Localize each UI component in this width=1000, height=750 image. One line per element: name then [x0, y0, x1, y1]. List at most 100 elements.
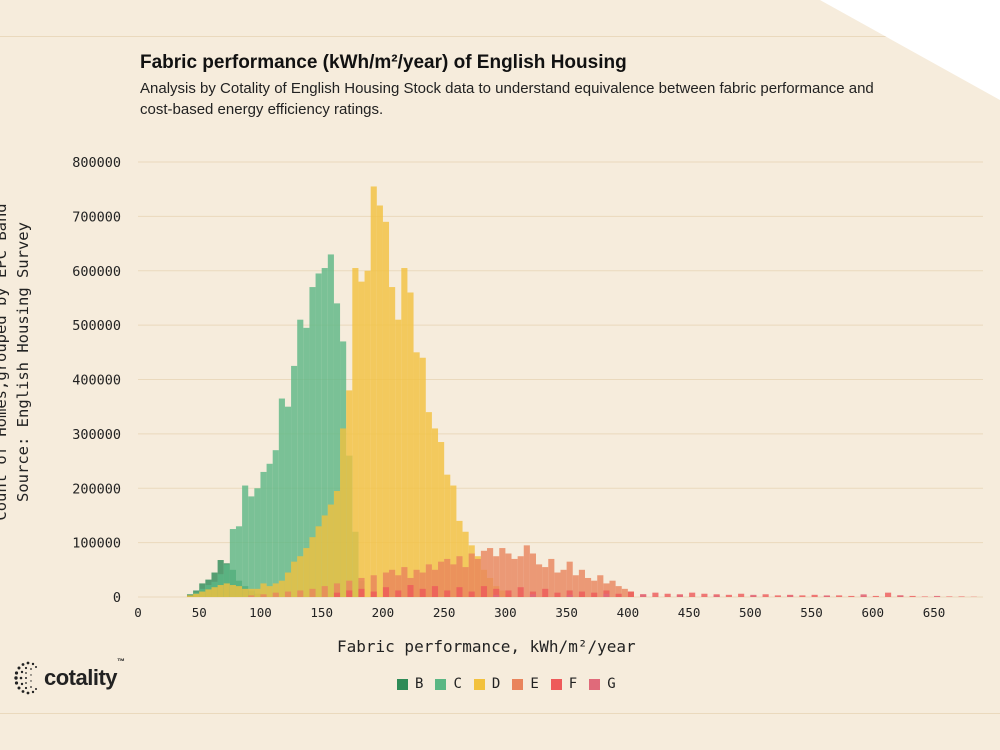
y-tick-label: 700000: [72, 209, 121, 225]
histogram-bar-e: [584, 577, 592, 597]
histogram-bar-f: [542, 588, 549, 597]
histogram-bar-d: [327, 504, 334, 597]
y-tick-label: 400000: [72, 373, 121, 389]
histogram-bar-d: [217, 585, 224, 597]
histogram-bar-d: [315, 526, 322, 597]
histogram-bar-f: [885, 592, 892, 597]
y-tick-label: 800000: [72, 155, 121, 171]
histogram-bar-g: [676, 594, 683, 597]
histogram-bar-c: [235, 526, 243, 597]
histogram-bar-d: [450, 485, 457, 597]
histogram-bar-e: [309, 588, 316, 597]
legend-label: C: [453, 676, 462, 692]
histogram-bar-f: [566, 590, 573, 597]
histogram-bar-e: [444, 558, 451, 597]
histogram-bar-e: [554, 572, 561, 597]
histogram-bar-f: [799, 595, 806, 597]
histogram-bar-d: [266, 586, 273, 597]
histogram-bar-f: [689, 592, 696, 597]
histogram-bar-d: [370, 186, 377, 597]
histogram-bar-f: [395, 590, 402, 597]
histogram-bar-e: [621, 588, 628, 597]
histogram-bar-f: [554, 592, 561, 597]
histogram-bar-e: [597, 575, 604, 597]
histogram-bar-c: [284, 406, 292, 597]
histogram-bar-f: [762, 594, 769, 597]
x-tick-label: 650: [923, 605, 946, 620]
histogram-bar-e: [499, 548, 506, 597]
histogram-bar-e: [382, 572, 390, 597]
legend-item-c: C: [435, 676, 462, 692]
histogram-bar-c: [303, 327, 310, 597]
histogram-bar-d: [376, 205, 383, 597]
histogram-bar-g: [934, 595, 941, 597]
histogram-bar-c: [297, 319, 304, 597]
histogram-bar-f: [701, 593, 708, 597]
histogram-bar-e: [578, 569, 585, 597]
histogram-bar-f: [431, 586, 439, 597]
histogram-bar-d: [438, 442, 445, 597]
histogram-bar-f: [333, 592, 341, 597]
histogram-bar-e: [248, 595, 255, 597]
histogram-bar-e: [566, 561, 573, 597]
histogram-bar-f: [664, 593, 671, 597]
histogram-bar-f: [909, 595, 916, 597]
histogram-bar-e: [370, 575, 377, 597]
histogram-bar-d: [199, 591, 206, 597]
cotality-logo: cotality™: [14, 657, 125, 696]
histogram-bar-e: [548, 558, 555, 597]
x-tick-label: 450: [678, 605, 701, 620]
legend-swatch: [435, 678, 447, 690]
histogram-bar-f: [505, 590, 512, 597]
histogram-bar-e: [517, 556, 524, 597]
legend-item-d: D: [473, 676, 500, 692]
histogram-bar-e: [603, 583, 610, 597]
histogram-bar-d: [407, 292, 414, 597]
histogram-bar-e: [542, 567, 549, 597]
histogram-bar-c: [327, 254, 334, 597]
histogram-bar-f: [358, 588, 365, 597]
histogram-bar-f: [493, 588, 500, 597]
histogram-bar-e: [333, 583, 341, 597]
histogram-bar-e: [419, 572, 426, 597]
histogram-bar-g: [860, 594, 867, 597]
histogram-bar-e: [389, 569, 396, 597]
histogram-bar-d: [431, 428, 439, 597]
histogram-bar-e: [609, 580, 616, 597]
histogram-bar-e: [425, 564, 432, 597]
histogram-bar-d: [193, 593, 200, 597]
histogram-bar-e: [523, 545, 530, 597]
histogram-bar-d: [242, 588, 249, 597]
histogram-bar-d: [303, 548, 310, 597]
histogram-bar-c: [248, 496, 255, 597]
histogram-bar-f: [921, 596, 928, 597]
histogram-bar-f: [419, 588, 426, 597]
histogram-bar-e: [297, 590, 304, 597]
histogram-bar-d: [419, 357, 426, 597]
histogram-bar-f: [456, 587, 463, 597]
histogram-bar-f: [652, 592, 659, 597]
histogram-bar-e: [480, 550, 488, 597]
histogram-bar-c: [333, 303, 341, 597]
histogram-bar-d: [297, 556, 304, 597]
histogram-bar-d: [346, 390, 353, 597]
histogram-bar-f: [346, 590, 353, 597]
histogram-bar-d: [444, 474, 451, 597]
x-tick-label: 350: [555, 605, 578, 620]
legend-item-e: E: [512, 676, 539, 692]
histogram-bar-d: [272, 583, 279, 597]
histogram-bar-e: [358, 577, 365, 597]
histogram-bar-f: [615, 593, 622, 597]
histogram-bar-f: [774, 595, 781, 597]
histogram-bar-e: [560, 569, 567, 597]
legend-label: E: [530, 676, 539, 692]
histogram-bar-d: [389, 287, 396, 597]
histogram-bar-d: [186, 595, 194, 597]
histogram-bar-f: [480, 586, 488, 597]
y-tick-label: 100000: [72, 536, 121, 552]
histogram-bar-e: [462, 567, 469, 597]
histogram-bar-e: [591, 580, 598, 597]
histogram-bar-d: [291, 561, 298, 597]
x-tick-label: 400: [617, 605, 640, 620]
